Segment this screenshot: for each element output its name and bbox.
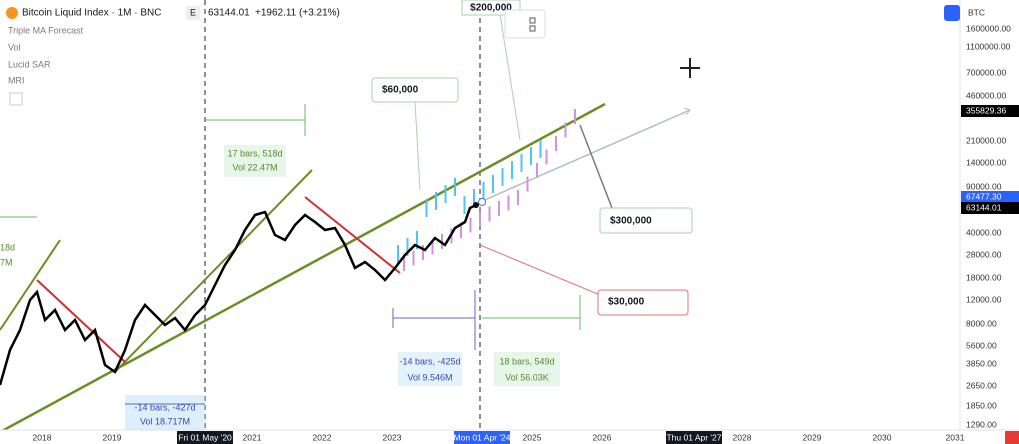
indicator[interactable]: Vol — [8, 42, 21, 52]
price-label: 28000.00 — [966, 249, 1002, 259]
price-label: 140000.00 — [966, 157, 1006, 167]
time-tag-bg — [454, 431, 510, 444]
time-tag: Fri 01 May '20 — [178, 432, 232, 442]
coin-icon — [6, 7, 18, 19]
price-tag-bg — [961, 105, 1019, 117]
trend-line — [114, 169, 313, 373]
time-label: 2025 — [523, 432, 542, 442]
floating-toolbar[interactable] — [504, 9, 546, 39]
price-label: 18000.00 — [966, 272, 1002, 282]
range-box — [125, 395, 205, 430]
callout-box — [597, 289, 689, 316]
trend-line — [0, 239, 61, 331]
measure-label-box — [224, 145, 286, 177]
price-label: 460000.00 — [966, 90, 1006, 100]
price-label: 12000.00 — [966, 294, 1002, 304]
price-axis — [960, 0, 1019, 430]
time-label: 2026 — [593, 432, 612, 442]
collapse-button[interactable] — [9, 92, 23, 106]
toolbar-icon[interactable] — [529, 17, 536, 24]
badge-bg — [186, 6, 200, 20]
down-line — [36, 279, 126, 363]
toolbar-icon[interactable] — [529, 25, 536, 32]
indicator[interactable]: MRI — [8, 75, 25, 85]
price-label: 210000.00 — [966, 135, 1006, 145]
leader — [479, 244, 601, 296]
symbol[interactable]: Bitcoin Liquid Index · 1M · BNC — [22, 8, 162, 19]
time-tag: Mon 01 Apr '24 — [454, 432, 511, 442]
callout: $30,000 — [608, 297, 645, 308]
price-label: 8000.00 — [966, 318, 997, 328]
time-label: 2028 — [733, 432, 752, 442]
down-line — [304, 196, 401, 274]
callout: $300,000 — [610, 216, 652, 227]
time-label: 2030 — [873, 432, 892, 442]
price-label: 1850.00 — [966, 400, 997, 410]
price-tag: 355829.36 — [966, 105, 1006, 115]
price-label: 90000.00 — [966, 181, 1002, 191]
corner-icon[interactable] — [1005, 431, 1019, 444]
measure-vol: 7M — [0, 257, 13, 267]
badge: E — [190, 7, 196, 17]
price: 63144.01 — [208, 8, 250, 19]
price-label: 1290.00 — [966, 419, 997, 429]
callout-box — [599, 207, 693, 234]
calendar-button[interactable] — [944, 5, 960, 21]
measure-vol: Vol 56.03K — [505, 372, 549, 382]
projection-line — [479, 109, 691, 203]
measure-bars: 18 bars, 549d — [499, 356, 554, 366]
time-tag: Thu 01 Apr '27 — [666, 432, 721, 442]
measure-label-box — [494, 352, 560, 386]
trend-line — [0, 102, 606, 434]
measure-bars: -14 bars, -427d — [134, 402, 195, 412]
price-label: 2650.00 — [966, 380, 997, 390]
change: +1962.11 (+3.21%) — [255, 8, 340, 19]
measure-label-box — [398, 352, 462, 386]
price-label: 1600000.00 — [966, 23, 1011, 33]
price-tag: 67477.30 — [966, 191, 1002, 201]
time-label: 2019 — [103, 432, 122, 442]
crosshair-cursor — [680, 58, 700, 78]
measure-vol: Vol 9.546M — [407, 372, 452, 382]
price-line — [0, 203, 477, 386]
leader — [414, 101, 421, 191]
measure-vol: Vol 18.717M — [140, 416, 190, 426]
time-label: 2031 — [946, 432, 965, 442]
price-label: 3850.00 — [966, 358, 997, 368]
price-label: 1100000.00 — [966, 41, 1011, 51]
time-label: 2029 — [803, 432, 822, 442]
indicator[interactable]: Lucid SAR — [8, 59, 51, 69]
callout: $60,000 — [382, 85, 419, 96]
callout: $200,000 — [470, 3, 512, 14]
callout-box — [371, 77, 459, 103]
price-label: 40000.00 — [966, 227, 1002, 237]
measure-bars: 17 bars, 518d — [227, 148, 282, 158]
time-label: 2023 — [383, 432, 402, 442]
leader — [579, 124, 613, 209]
measure-bars: 18d — [0, 242, 15, 252]
price-tag: 63144.01 — [966, 202, 1002, 212]
indicator[interactable]: Triple MA Forecast — [8, 25, 84, 35]
leader — [499, 13, 521, 141]
measure-vol: Vol 22.47M — [232, 162, 277, 172]
price-tag-bg — [961, 202, 1019, 214]
last-price-dot — [473, 202, 479, 208]
projection-arrow — [683, 107, 691, 116]
time-tag-bg — [666, 431, 722, 444]
price-label: 5600.00 — [966, 340, 997, 350]
time-label: 2018 — [33, 432, 52, 442]
time-label: 2021 — [243, 432, 262, 442]
price-tag-bg — [961, 191, 1019, 203]
price-label: 700000.00 — [966, 67, 1006, 77]
cursor-dot — [478, 198, 486, 206]
currency[interactable]: BTC — [968, 7, 985, 17]
time-label: 2022 — [313, 432, 332, 442]
measure-bars: -14 bars, -425d — [399, 356, 460, 366]
time-tag-bg — [177, 431, 233, 444]
